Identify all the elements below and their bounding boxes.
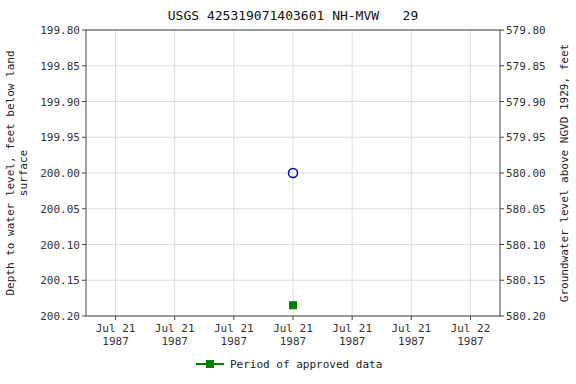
- text-line: 1987: [457, 335, 484, 348]
- tick-label: 199.80: [40, 24, 80, 37]
- legend-marker: [206, 361, 213, 368]
- tick-label: 580.05: [506, 203, 546, 216]
- tick-label: 579.90: [506, 96, 546, 109]
- tick: [500, 30, 504, 31]
- tick: [470, 316, 471, 320]
- tick: [352, 316, 353, 320]
- text-line: 1987: [102, 335, 129, 348]
- tick-label: 580.15: [506, 274, 546, 287]
- text-line: Jul 21: [214, 322, 254, 335]
- plot-frame: [86, 30, 500, 316]
- grid-line: [470, 30, 471, 316]
- tick-label: 200.20: [40, 310, 80, 323]
- tick-label: Jul 211987: [96, 322, 136, 348]
- series: [290, 302, 297, 309]
- tick: [82, 101, 86, 102]
- series: [289, 169, 298, 178]
- chart: 199.80 199.85 199.90 199.95 200.00 200.05 200.…: [0, 0, 576, 384]
- tick-label: 579.95: [506, 131, 546, 144]
- tick: [115, 316, 116, 320]
- tick: [500, 65, 504, 66]
- text-line: Depth to water level, feet below land: [4, 50, 17, 295]
- tick: [500, 101, 504, 102]
- tick-label: 199.85: [40, 60, 80, 73]
- text-line: Jul 21: [273, 322, 313, 335]
- grid-line: [411, 30, 412, 316]
- tick: [500, 137, 504, 138]
- tick-label: Jul 211987: [273, 322, 313, 348]
- tick: [82, 137, 86, 138]
- tick-label: Jul 211987: [332, 322, 372, 348]
- legend-label: Period of approved data: [230, 358, 382, 371]
- text-line: Groundwater level above NGVD 1929, feet: [558, 44, 571, 302]
- grid-line: [115, 30, 116, 316]
- grid-line: [174, 30, 175, 316]
- tick-label: 200.00: [40, 167, 80, 180]
- text-line: surface: [17, 150, 30, 196]
- text-line: 1987: [398, 335, 425, 348]
- grid-line: [293, 30, 294, 316]
- point: [289, 169, 298, 178]
- y2-axis: 580.20 580.15 580.10 580.05 580.00 579.95 579.…: [500, 24, 546, 323]
- tick-label: 580.10: [506, 239, 546, 252]
- tick: [82, 244, 86, 245]
- y-axis-label: Depth to water level, feet below landsur…: [4, 50, 30, 295]
- tick: [500, 280, 504, 281]
- grid-line: [233, 30, 234, 316]
- tick: [500, 244, 504, 245]
- text-line: Jul 21: [96, 322, 136, 335]
- marks: [289, 169, 298, 309]
- tick: [500, 208, 504, 209]
- tick-label: 580.20: [506, 310, 546, 323]
- tick-label: Jul 211987: [214, 322, 254, 348]
- y2-axis-label: Groundwater level above NGVD 1929, feet: [558, 44, 571, 302]
- tick: [293, 316, 294, 320]
- tick-label: 579.80: [506, 24, 546, 37]
- tick: [82, 30, 86, 31]
- x-axis: Jul 211987Jul 211987Jul 211987Jul 211987…: [96, 316, 491, 348]
- text-line: 1987: [280, 335, 307, 348]
- y-axis: 199.80 199.85 199.90 199.95 200.00 200.05 200.…: [40, 24, 86, 323]
- grid-line: [352, 30, 353, 316]
- text-line: Jul 21: [391, 322, 431, 335]
- text-line: Jul 21: [332, 322, 372, 335]
- tick: [82, 65, 86, 66]
- tick-label: 579.85: [506, 60, 546, 73]
- tick: [233, 316, 234, 320]
- tick-label: 199.95: [40, 131, 80, 144]
- tick-label: 200.15: [40, 274, 80, 287]
- tick: [82, 280, 86, 281]
- background: [0, 0, 576, 384]
- tick: [174, 316, 175, 320]
- tick-label: 580.00: [506, 167, 546, 180]
- title: USGS 425319071403601 NH-MVW 29: [168, 8, 418, 23]
- tick: [82, 208, 86, 209]
- tick-label: Jul 211987: [391, 322, 431, 348]
- text-line: 1987: [161, 335, 188, 348]
- tick-label: 199.90: [40, 96, 80, 109]
- tick: [500, 316, 504, 317]
- tick-label: 200.05: [40, 203, 80, 216]
- text-line: Jul 21: [155, 322, 195, 335]
- point: [290, 302, 297, 309]
- tick: [82, 173, 86, 174]
- tick: [500, 173, 504, 174]
- tick-label: Jul 221987: [451, 322, 491, 348]
- tick-label: 200.10: [40, 239, 80, 252]
- text-line: Jul 22: [451, 322, 491, 335]
- tick: [82, 316, 86, 317]
- grid: [86, 30, 500, 316]
- tick: [411, 316, 412, 320]
- text-line: 1987: [221, 335, 248, 348]
- tick-label: Jul 211987: [155, 322, 195, 348]
- legend: Period of approved data: [196, 358, 382, 371]
- text-line: 1987: [339, 335, 366, 348]
